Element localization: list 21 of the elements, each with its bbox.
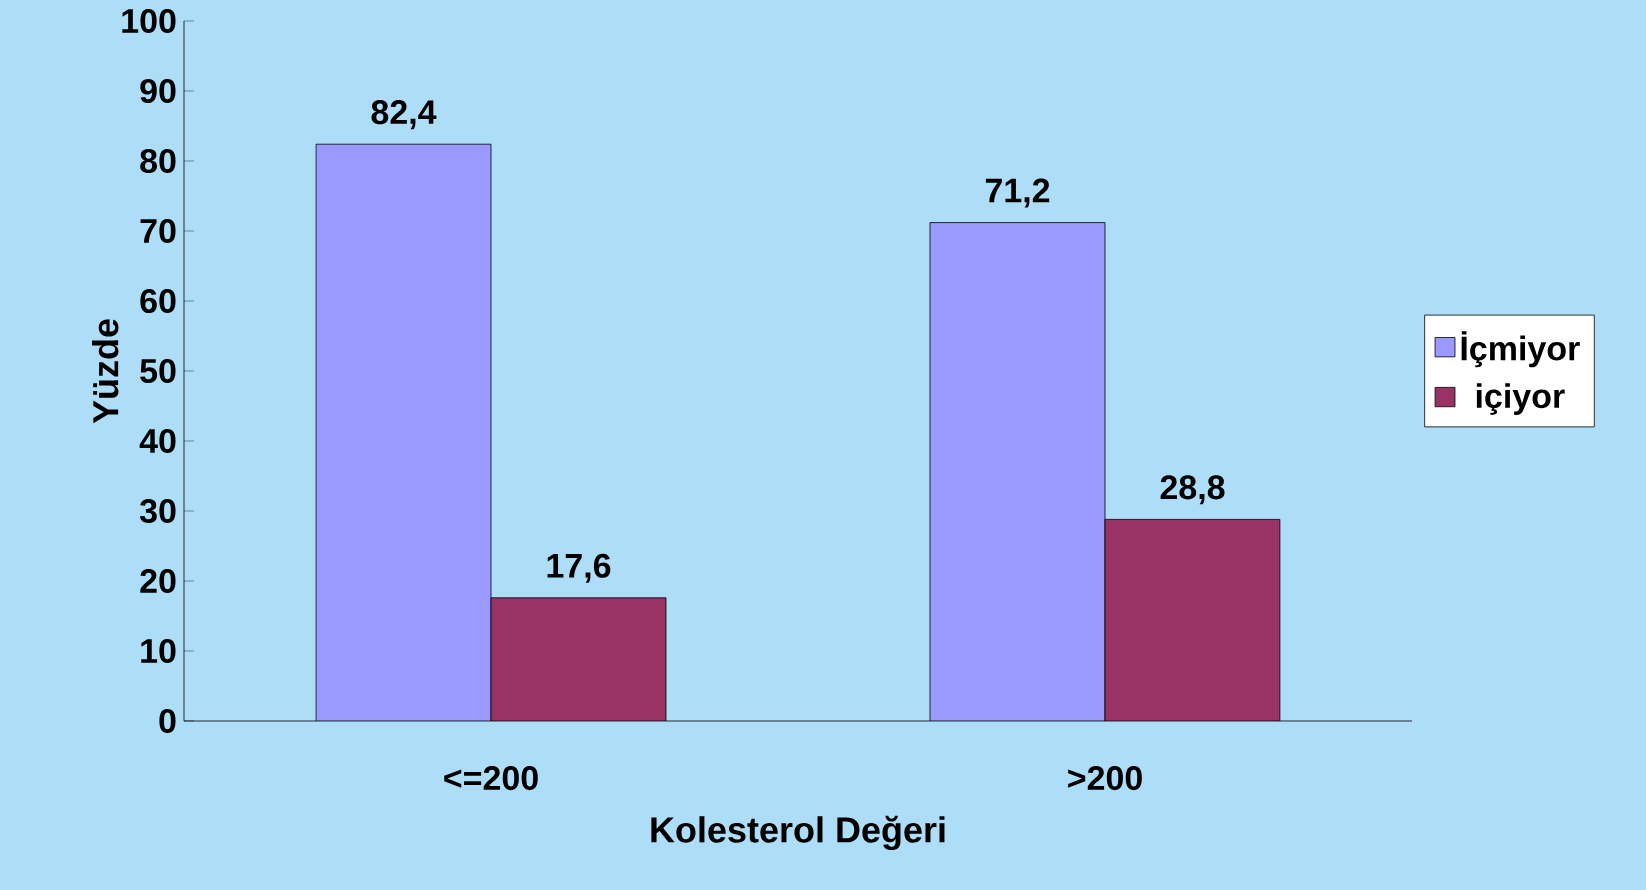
y-tick-label: 100: [122, 8, 176, 34]
y-tick-label: 40: [139, 428, 176, 454]
y-tick-label: 20: [140, 568, 176, 594]
x-tick-label: >200: [1068, 766, 1142, 791]
x-axis-title: Kolesterol Değeri: [651, 815, 945, 850]
y-tick-label: 50: [140, 358, 176, 384]
data-label: 71,2: [985, 178, 1050, 208]
y-axis-title: Yüzde: [92, 319, 119, 424]
data-label: 17,6: [547, 553, 611, 583]
y-tick-label: 10: [141, 638, 176, 664]
data-label: 82,4: [371, 100, 437, 130]
y-tick-label: 60: [140, 288, 176, 314]
x-tick-label: <=200: [444, 766, 538, 791]
y-tick-label: 0: [159, 708, 176, 734]
data-label: 28,8: [1160, 475, 1225, 505]
y-tick-label: 70: [140, 218, 176, 244]
y-tick-label: 30: [139, 498, 176, 524]
y-tick-label: 90: [140, 78, 176, 104]
legend-label: İçmiyor: [1461, 331, 1580, 368]
legend-label: içiyor: [1476, 383, 1565, 415]
y-tick-label: 80: [140, 148, 176, 174]
